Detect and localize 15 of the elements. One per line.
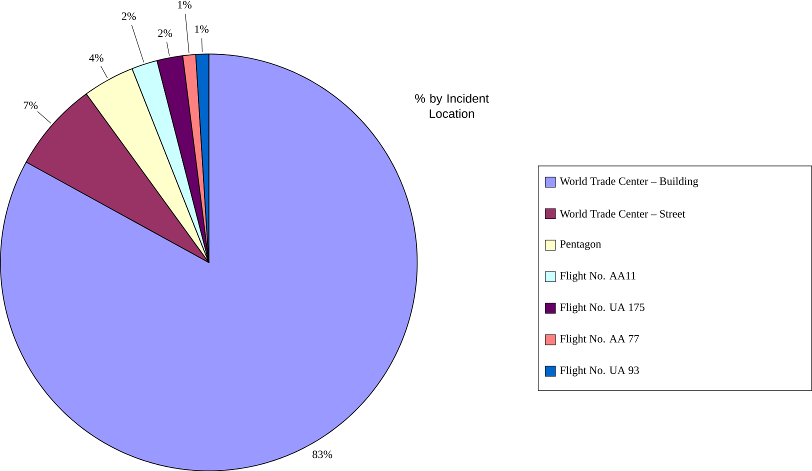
legend-label: World Trade Center – Street	[560, 210, 686, 218]
data-label: 1%	[195, 25, 209, 33]
legend-label: Flight No. UA 175	[560, 303, 644, 314]
legend-label: Pentagon	[560, 240, 602, 250]
legend-label: Flight No. UA 93	[560, 366, 639, 376]
text: % by Incident Location	[415, 94, 489, 118]
data-label: 2%	[122, 12, 136, 20]
data-label: 7%	[24, 101, 38, 109]
legend-label: Flight No. AA 77	[560, 334, 639, 345]
data-label: 2%	[158, 29, 172, 37]
legend-label: World Trade Center – Building	[560, 176, 698, 188]
legend-label: Flight No. AA11	[560, 272, 636, 282]
data-label: 4%	[89, 54, 104, 62]
data-label: 1%	[178, 0, 192, 8]
data-label: 83%	[312, 450, 332, 458]
